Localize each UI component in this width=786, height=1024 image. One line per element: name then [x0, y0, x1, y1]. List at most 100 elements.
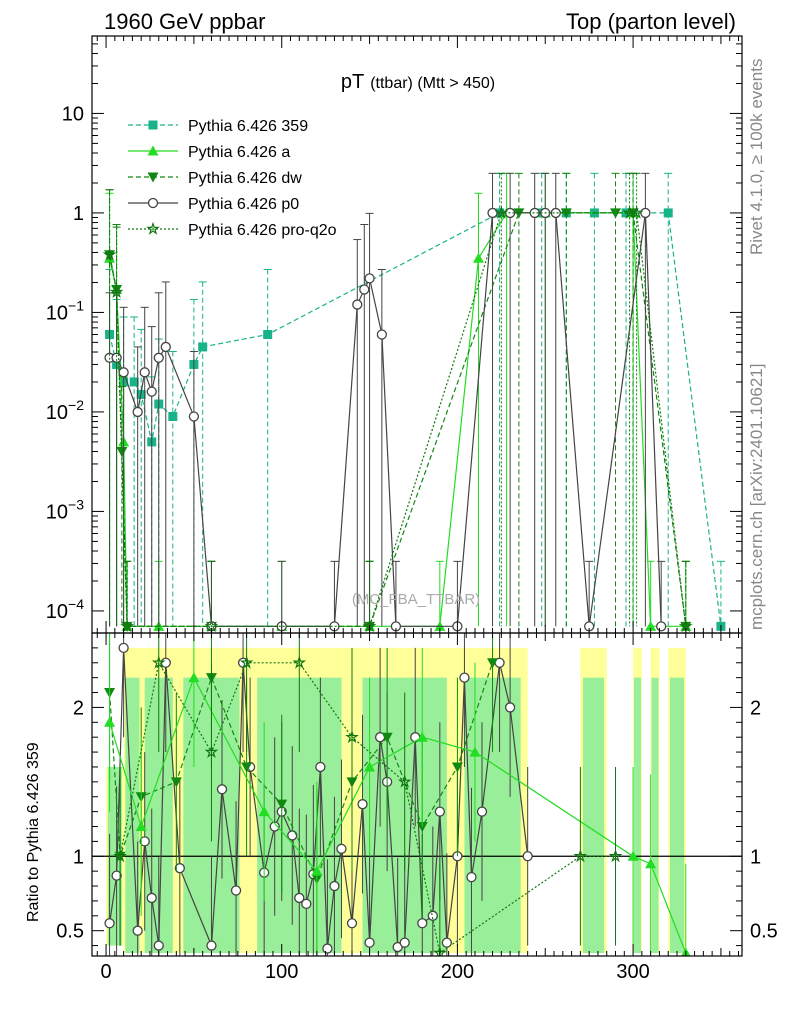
ratio-point-proq2o [113, 849, 127, 863]
ratio-point-p0 [476, 806, 488, 817]
ratio-point-p0 [322, 943, 333, 954]
legend-entry-dw: Pythia 6.426 dw [128, 170, 302, 187]
x-tick-label: 300 [616, 961, 649, 983]
data-point-p0 [188, 411, 200, 422]
ratio-point-p0 [434, 806, 445, 817]
ratio-point-a [135, 821, 147, 832]
main-series-p0 [104, 172, 667, 632]
data-point-p0 [352, 299, 363, 310]
main-panel: (MC_FBA_TTBAR) 10−4 10−3 10−2 10−1 1 10 pT (tt… [46, 35, 743, 634]
ratio-point-dw [241, 762, 253, 773]
data-point-p0 [118, 367, 129, 378]
legend-marker [147, 145, 159, 156]
ratio-y-tick-label-left: 1 [73, 846, 84, 868]
main-plot-data [102, 172, 726, 633]
ratio-series-proq2o [113, 633, 623, 956]
data-point-dw [116, 447, 128, 458]
rivet-label: Rivet 4.1.0, ≥ 100k events [747, 59, 766, 255]
ratio-point-p0 [301, 898, 312, 910]
ratio-point-a [364, 761, 376, 772]
data-point-p0 [487, 207, 498, 219]
ratio-point-a [188, 672, 200, 683]
main-title-main: pT [341, 71, 364, 93]
ratio-y-tick-label-right: 0.5 [750, 921, 778, 943]
data-point-p359 [129, 377, 139, 387]
ratio-point-p0 [269, 821, 280, 832]
analysis-watermark: (MC_FBA_TTBAR) [352, 591, 480, 608]
ratio-y-axis-label: Ratio to Pythia 6.426 359 [25, 742, 42, 922]
ratio-point-p0 [504, 702, 516, 713]
data-point-p359 [263, 330, 273, 339]
legend-label-proq2o: Pythia 6.426 pro-q2o [188, 222, 337, 239]
ratio-point-p0 [139, 836, 150, 847]
ratio-point-dw [487, 658, 499, 669]
data-point-proq2o [102, 247, 117, 261]
ratio-series-p0 [104, 633, 533, 956]
legend-marker [148, 120, 158, 130]
y-tick-label: 10−3 [46, 496, 84, 523]
legend-marker [147, 197, 159, 209]
ratio-point-p0 [111, 870, 122, 881]
ratio-point-p0 [522, 851, 533, 862]
data-point-dw [610, 208, 622, 219]
ratio-point-p0 [466, 871, 477, 883]
data-point-a [472, 252, 484, 263]
ratio-y-tick-label-left: 0.5 [56, 921, 84, 943]
legend-entry-p359: Pythia 6.426 359 [128, 118, 308, 135]
ratio-point-p0 [174, 863, 185, 874]
header-left: 1960 GeV ppbar [104, 9, 265, 34]
ratio-point-proq2o [397, 774, 412, 788]
data-point-p0 [656, 621, 667, 632]
ratio-point-dw [416, 822, 428, 833]
ratio-series-a [104, 633, 691, 956]
ratio-point-a [627, 850, 639, 861]
ratio-point-p0 [399, 937, 410, 948]
ratio-point-p0 [216, 784, 228, 795]
data-point-p0 [376, 329, 388, 340]
ratio-point-a [469, 746, 481, 757]
data-point-p359 [663, 208, 673, 218]
data-point-dw [111, 284, 123, 295]
ratio-point-dw [451, 762, 463, 773]
ratio-point-p0 [357, 799, 368, 810]
ratio-point-p0 [329, 880, 340, 892]
legend-entry-proq2o: Pythia 6.426 pro-q2o [128, 221, 337, 239]
legend: Pythia 6.426 359 Pythia 6.426 a Pythia 6.4… [128, 118, 337, 239]
ratio-point-a [104, 716, 116, 727]
legend-marker [147, 172, 159, 183]
data-point-p0 [359, 284, 370, 295]
ratio-point-proq2o [345, 729, 359, 744]
ratio-point-p0 [104, 918, 115, 929]
ratio-point-p0 [336, 843, 347, 854]
data-point-p359 [198, 342, 208, 352]
data-point-p0 [146, 386, 157, 397]
ratio-point-p0 [160, 657, 171, 668]
ratio-point-p0 [132, 925, 143, 936]
data-point-p359 [168, 411, 178, 421]
data-point-a [645, 620, 657, 631]
ratio-point-p0 [294, 892, 305, 904]
uncertainty-band-green [669, 677, 685, 954]
main-title: pT (ttbar) (Mtt > 450) [341, 71, 495, 93]
ratio-y-tick-label-right: 1 [750, 846, 761, 868]
data-point-proq2o [629, 205, 644, 219]
ratio-point-a [258, 806, 270, 817]
header-right: Top (parton level) [566, 9, 736, 34]
ratio-point-p0 [206, 940, 217, 951]
main-title-sub: (ttbar) (Mtt > 450) [370, 75, 495, 92]
main-axis-ticks [92, 35, 742, 633]
ratio-point-proq2o [151, 655, 166, 669]
ratio-point-p0 [427, 910, 438, 921]
y-tick-label: 1 [73, 203, 84, 225]
main-series-a [104, 172, 692, 631]
ratio-point-proq2o [608, 849, 623, 863]
data-point-p0 [640, 207, 651, 219]
main-series-proq2o [102, 172, 693, 633]
x-tick-label: 200 [441, 961, 474, 983]
ratio-point-p0 [459, 672, 470, 683]
data-point-p0 [364, 273, 375, 284]
ratio-point-p0 [146, 892, 157, 904]
ratio-frame [91, 632, 743, 957]
data-point-p0 [153, 352, 164, 363]
